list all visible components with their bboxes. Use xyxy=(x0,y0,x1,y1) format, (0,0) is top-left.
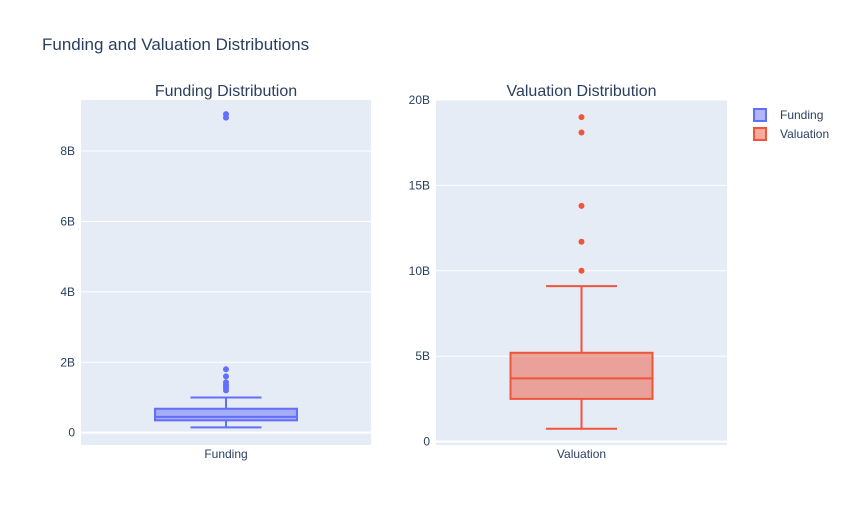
outlier-point[interactable] xyxy=(578,238,585,245)
legend-swatch xyxy=(753,127,767,141)
outlier-point[interactable] xyxy=(578,267,585,274)
subplot-title: Valuation Distribution xyxy=(506,83,656,100)
outlier-point[interactable] xyxy=(223,373,229,380)
outlier-point[interactable] xyxy=(223,379,229,386)
legend-swatch xyxy=(753,108,767,122)
legend-item-valuation[interactable]: Valuation xyxy=(753,127,829,141)
y-tick-label: 6B xyxy=(60,214,75,228)
outlier-point[interactable] xyxy=(223,366,229,373)
legend-label: Valuation xyxy=(780,127,829,141)
legend-item-funding[interactable]: Funding xyxy=(753,108,823,122)
subplot-title: Funding Distribution xyxy=(155,83,297,100)
x-tick-label: Funding xyxy=(204,447,247,461)
outlier-point[interactable] xyxy=(578,202,585,209)
box-iqr[interactable] xyxy=(509,351,654,400)
legend-label: Funding xyxy=(780,108,823,122)
outlier-point[interactable] xyxy=(223,111,229,118)
y-tick-label: 5B xyxy=(415,349,430,363)
box-iqr[interactable] xyxy=(154,407,298,422)
outlier-point[interactable] xyxy=(578,114,585,121)
figure-title: Funding and Valuation Distributions xyxy=(42,35,309,54)
subplot-funding: 0 2B 4B 6B 8B Funding Distribution Funding xyxy=(60,83,371,461)
y-tick-label: 15B xyxy=(409,178,430,192)
y-tick-label: 4B xyxy=(60,285,75,299)
y-tick-label: 10B xyxy=(409,264,430,278)
legend[interactable]: Funding Valuation xyxy=(753,108,829,141)
y-tick-label: 8B xyxy=(60,144,75,158)
y-tick-label: 2B xyxy=(60,355,75,369)
y-tick-label: 20B xyxy=(409,93,430,107)
x-tick-label: Valuation xyxy=(557,447,606,461)
outlier-point[interactable] xyxy=(578,129,585,136)
subplot-valuation: 0 5B 10B 15B 20B Valuation Distribution Valuat… xyxy=(409,83,727,461)
y-tick-label: 0 xyxy=(68,426,75,440)
y-tick-label: 0 xyxy=(423,435,430,449)
